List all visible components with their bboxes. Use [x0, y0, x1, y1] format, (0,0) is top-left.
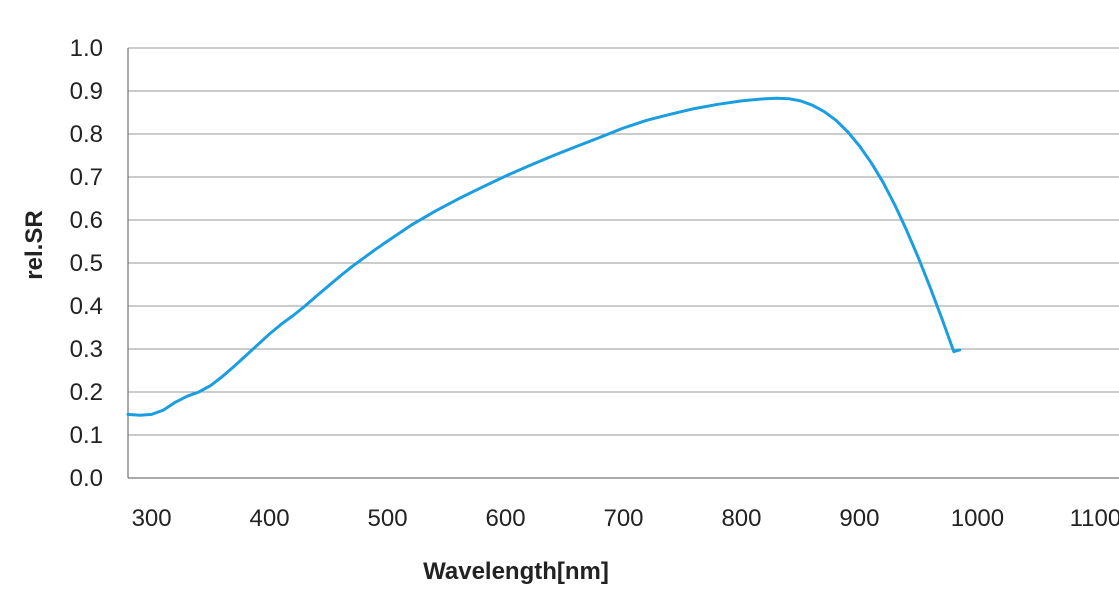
- x-axis-title: Wavelength[nm]: [423, 558, 609, 585]
- series-line-0: [126, 96, 962, 417]
- x-tick-label: 700: [603, 505, 643, 532]
- y-tick-label: 0.6: [70, 207, 103, 234]
- x-tick-label: 300: [132, 505, 172, 532]
- y-axis-title: rel.SR: [21, 210, 48, 279]
- x-tick-label: 600: [486, 505, 526, 532]
- y-tick-label: 0.5: [70, 250, 103, 277]
- x-tick-label: 400: [250, 505, 290, 532]
- y-tick-label: 0.0: [70, 465, 103, 492]
- x-tick-label: 800: [721, 505, 761, 532]
- gridlines: [128, 47, 1119, 436]
- y-tick-label: 0.8: [70, 121, 103, 148]
- x-tick-labels: 300 400 500 600 700 800 900 1000 1100: [132, 505, 1119, 532]
- y-tick-label: 0.7: [70, 164, 103, 191]
- y-tick-label: 0.1: [70, 422, 103, 449]
- y-tick-label: 0.2: [70, 379, 103, 406]
- x-tick-label: 900: [839, 505, 879, 532]
- y-tick-label: 0.9: [70, 78, 103, 105]
- x-tick-label: 500: [368, 505, 408, 532]
- y-tick-label: 0.3: [70, 336, 103, 363]
- axes: [127, 48, 1119, 479]
- y-tick-label: 0.4: [70, 293, 103, 320]
- y-tick-labels: 0.0 0.1 0.2 0.3 0.4 0.5 0.6 0.7 0.8 0.9 1.0: [70, 35, 103, 492]
- x-tick-label: 1000: [951, 505, 1004, 532]
- y-tick-label: 1.0: [70, 35, 103, 62]
- series-layer: [126, 96, 962, 417]
- x-tick-label: 1100: [1070, 505, 1119, 532]
